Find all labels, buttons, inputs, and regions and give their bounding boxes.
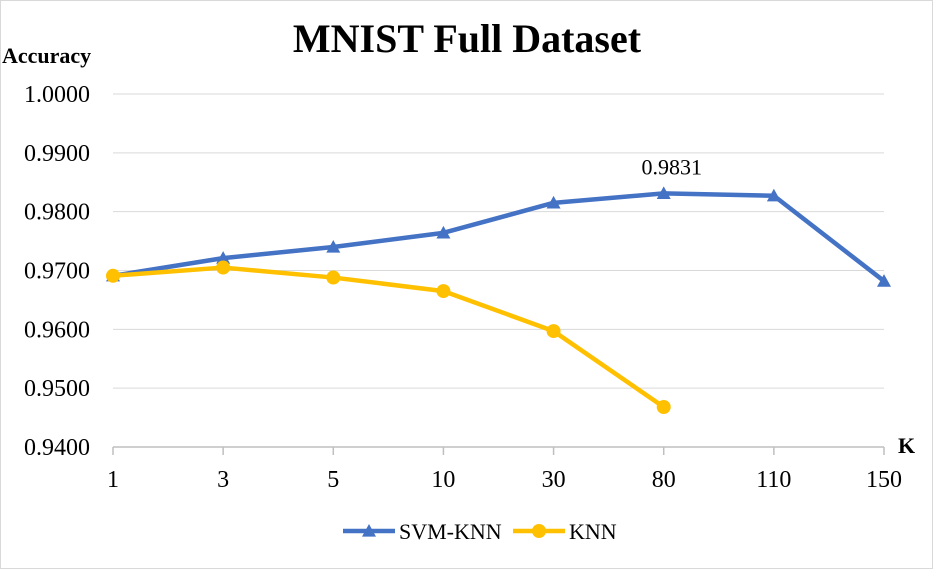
data-point (546, 324, 561, 339)
legend-label: SVM-KNN (399, 519, 502, 544)
x-tick-label: 110 (756, 467, 791, 493)
x-tick-label: 1 (107, 467, 119, 493)
data-labels: 0.9831 (641, 154, 702, 179)
x-axis-label: K (898, 433, 915, 458)
data-point (326, 239, 341, 253)
legend-label: KNN (569, 519, 617, 544)
gridlines (113, 93, 884, 389)
data-point (216, 260, 231, 275)
data-point (877, 274, 891, 287)
x-tick-label: 10 (431, 467, 455, 493)
data-point (436, 225, 451, 239)
data-point (546, 195, 561, 209)
legend-marker (532, 524, 546, 538)
y-tick-labels: 0.9400 0.9500 0.9600 0.9700 0.9800 0.9900 1.00… (24, 82, 90, 461)
y-tick-label: 1.0000 (24, 82, 90, 108)
x-tick-label: 80 (652, 467, 676, 493)
y-axis-label: Accuracy (2, 43, 91, 68)
data-point (656, 186, 671, 200)
x-tick-labels: 1 3 5 10 30 80 110 150 (107, 467, 902, 493)
series-line-svm-knn (110, 191, 887, 284)
legend-marker (362, 524, 376, 537)
series-lines (106, 186, 891, 414)
series-line-knn (110, 265, 666, 410)
x-tick-label: 30 (542, 467, 566, 493)
data-point (326, 270, 341, 285)
x-axis (112, 446, 885, 455)
data-point (106, 268, 120, 283)
y-tick-label: 0.9800 (24, 200, 90, 226)
y-tick-label: 0.9700 (24, 259, 90, 285)
x-tick-label: 5 (327, 467, 339, 493)
y-tick-label: 0.9600 (24, 317, 90, 343)
y-tick-label: 0.9400 (24, 435, 90, 461)
data-point (436, 284, 451, 299)
y-tick-label: 0.9900 (24, 141, 90, 167)
x-tick-label: 3 (217, 467, 229, 493)
y-tick-label: 0.9500 (24, 376, 90, 402)
x-tick-label: 150 (866, 467, 902, 493)
data-point (766, 188, 781, 202)
data-point (656, 399, 671, 414)
chart-title: MNIST Full Dataset (293, 16, 642, 61)
data-label: 0.9831 (641, 154, 702, 179)
legend: SVM-KNN KNN (343, 519, 617, 544)
data-point (216, 251, 231, 264)
